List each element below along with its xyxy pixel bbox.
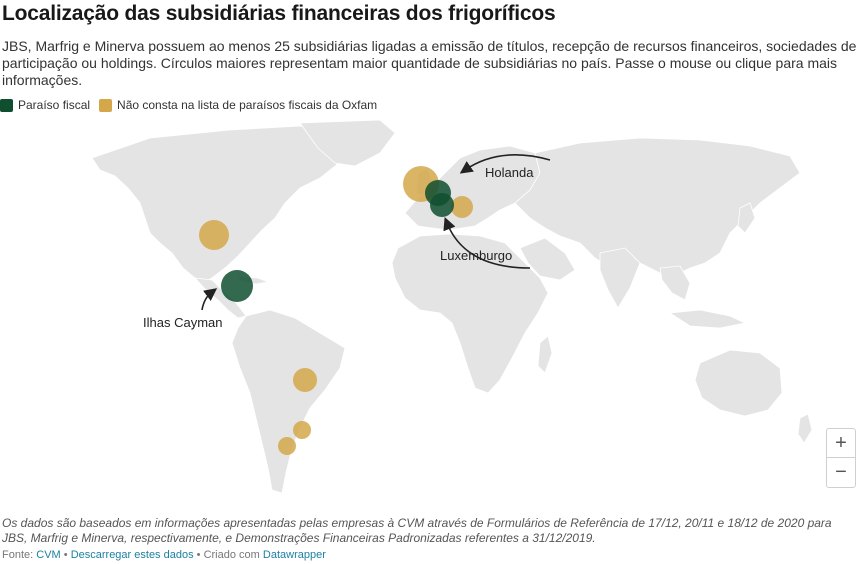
land-south-america xyxy=(231,309,346,494)
bubble-usa[interactable] xyxy=(199,220,229,250)
land-australia xyxy=(694,349,783,417)
land-madagascar xyxy=(537,335,553,374)
bubble-brazil[interactable] xyxy=(293,368,317,392)
land-arabia xyxy=(519,237,576,281)
land-north-america xyxy=(91,125,351,284)
bubble-luxembourg[interactable] xyxy=(430,193,454,217)
legend-label-tax-haven: Paraíso fiscal xyxy=(18,98,91,112)
source-prefix: Fonte: xyxy=(2,549,34,561)
datawrapper-link[interactable]: Datawrapper xyxy=(262,549,326,561)
bubble-uruguay[interactable] xyxy=(278,437,296,455)
bubbles[interactable] xyxy=(199,166,473,455)
land-africa xyxy=(391,233,549,394)
legend-label-not-listed: Não consta na lista de paraísos fiscais … xyxy=(117,98,378,112)
land-india xyxy=(599,247,641,309)
zoom-controls: + − xyxy=(826,428,856,488)
download-data-link[interactable]: Descarregar estes dados xyxy=(70,549,194,561)
world-map[interactable]: Holanda Luxemburgo Ilhas Cayman xyxy=(0,118,860,503)
land-southeast-asia xyxy=(659,265,691,301)
bubble-austria[interactable] xyxy=(451,196,473,218)
footnote: Os dados são baseados em informações apr… xyxy=(2,516,832,545)
separator-2: • xyxy=(196,549,201,561)
separator-1: • xyxy=(63,549,68,561)
arrow-holanda xyxy=(459,154,551,174)
chart-description: JBS, Marfrig e Minerva possuem ao menos … xyxy=(2,38,857,88)
bubble-paraguay[interactable] xyxy=(293,421,311,439)
label-holanda: Holanda xyxy=(485,165,534,180)
landmasses xyxy=(91,119,813,494)
legend-swatch-tax-haven xyxy=(0,98,13,112)
label-ilhas-cayman: Ilhas Cayman xyxy=(143,315,222,330)
created-prefix: Criado com xyxy=(203,549,260,561)
world-map-svg[interactable]: Holanda Luxemburgo Ilhas Cayman xyxy=(0,118,860,503)
label-luxemburgo: Luxemburgo xyxy=(440,248,512,263)
arrow-luxemburgo xyxy=(443,217,531,269)
annotations xyxy=(201,154,551,311)
land-indonesia xyxy=(668,309,747,329)
zoom-out-button[interactable]: − xyxy=(827,457,855,486)
land-greenland xyxy=(299,119,396,167)
chart-title: Localização das subsidiárias financeiras… xyxy=(2,2,556,25)
bubble-cayman-islands[interactable] xyxy=(221,270,253,302)
land-japan xyxy=(737,202,756,234)
source-line: Fonte: CVM • Descarregar estes dados • C… xyxy=(2,549,326,561)
land-asia xyxy=(514,137,801,279)
source-link-cvm[interactable]: CVM xyxy=(36,549,61,561)
land-new-zealand xyxy=(797,413,813,444)
zoom-in-button[interactable]: + xyxy=(835,431,847,454)
legend-item-tax-haven: Paraíso fiscal xyxy=(0,98,90,112)
legend: Paraíso fiscal Não consta na lista de pa… xyxy=(0,98,386,112)
legend-item-not-listed: Não consta na lista de paraísos fiscais … xyxy=(99,98,377,112)
legend-swatch-not-listed xyxy=(99,98,113,112)
arrow-ilhas-cayman xyxy=(201,288,218,311)
